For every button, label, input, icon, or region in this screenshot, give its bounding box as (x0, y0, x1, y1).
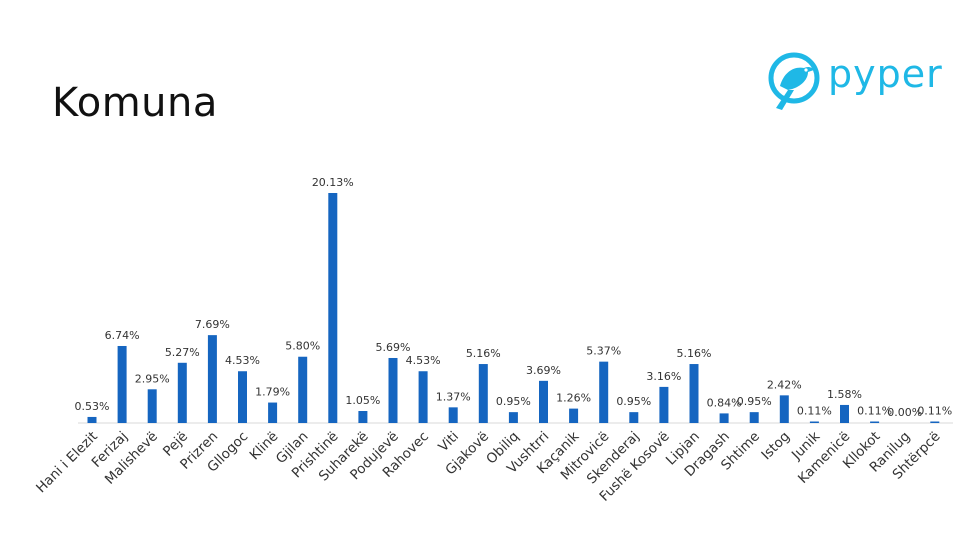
bar-7 (268, 402, 278, 423)
value-label: 5.80% (285, 340, 320, 353)
bar-9 (328, 193, 338, 423)
value-label: 6.74% (105, 329, 140, 342)
value-label: 0.00% (887, 406, 922, 419)
value-label: 3.69% (526, 364, 561, 377)
bar-4 (177, 362, 187, 423)
bar-24 (779, 395, 789, 423)
value-label: 0.95% (616, 395, 651, 408)
bar-23 (749, 412, 759, 423)
bar-5 (207, 335, 217, 423)
value-label: 2.42% (767, 378, 802, 391)
bar-26 (840, 404, 849, 423)
bar-2 (117, 345, 127, 423)
bar-6 (238, 371, 247, 423)
value-label: 5.16% (677, 347, 712, 360)
value-label: 1.37% (436, 390, 471, 403)
bar-12 (418, 371, 428, 423)
logo: pyper (768, 50, 948, 114)
value-label: 5.16% (466, 347, 501, 360)
bar-19 (629, 412, 639, 423)
bar-29 (930, 421, 940, 423)
value-label: 3.16% (646, 370, 681, 383)
value-label: 1.05% (345, 394, 380, 407)
bar-17 (569, 408, 579, 423)
bar-18 (599, 361, 609, 423)
value-label: 4.53% (406, 354, 441, 367)
bar-25 (809, 421, 819, 423)
bar-16 (539, 380, 548, 423)
bird-icon (768, 52, 820, 110)
value-label: 0.84% (707, 396, 742, 409)
value-label: 1.26% (556, 392, 591, 405)
value-label: 2.95% (135, 372, 170, 385)
page-title: Komuna (52, 80, 218, 126)
bar-20 (659, 386, 669, 423)
value-label: 5.27% (165, 346, 200, 359)
bar-15 (508, 412, 518, 423)
bar-21 (689, 364, 699, 423)
bar-22 (719, 413, 729, 423)
bar-13 (448, 407, 458, 423)
bar-1 (87, 416, 97, 423)
value-label: 7.69% (195, 318, 230, 331)
bar-14 (478, 364, 488, 423)
value-label: 0.11% (917, 405, 952, 418)
value-label: 5.69% (376, 341, 411, 354)
bar-27 (870, 421, 880, 423)
value-label: 0.95% (496, 395, 531, 408)
bar-10 (358, 411, 368, 423)
value-label: 0.11% (797, 405, 832, 418)
value-label: 0.11% (857, 405, 892, 418)
logo-text: pyper (828, 52, 943, 96)
value-label: 0.95% (737, 395, 772, 408)
bar-11 (388, 357, 398, 423)
value-label: 4.53% (225, 354, 260, 367)
value-label: 5.37% (586, 345, 621, 358)
value-label: 20.13% (312, 176, 354, 189)
category-label: Istog (758, 429, 793, 464)
value-label: 1.79% (255, 386, 290, 399)
bar-8 (298, 356, 308, 423)
value-label: 1.58% (827, 388, 862, 401)
bar-3 (147, 389, 157, 423)
value-label: 0.53% (75, 400, 110, 413)
